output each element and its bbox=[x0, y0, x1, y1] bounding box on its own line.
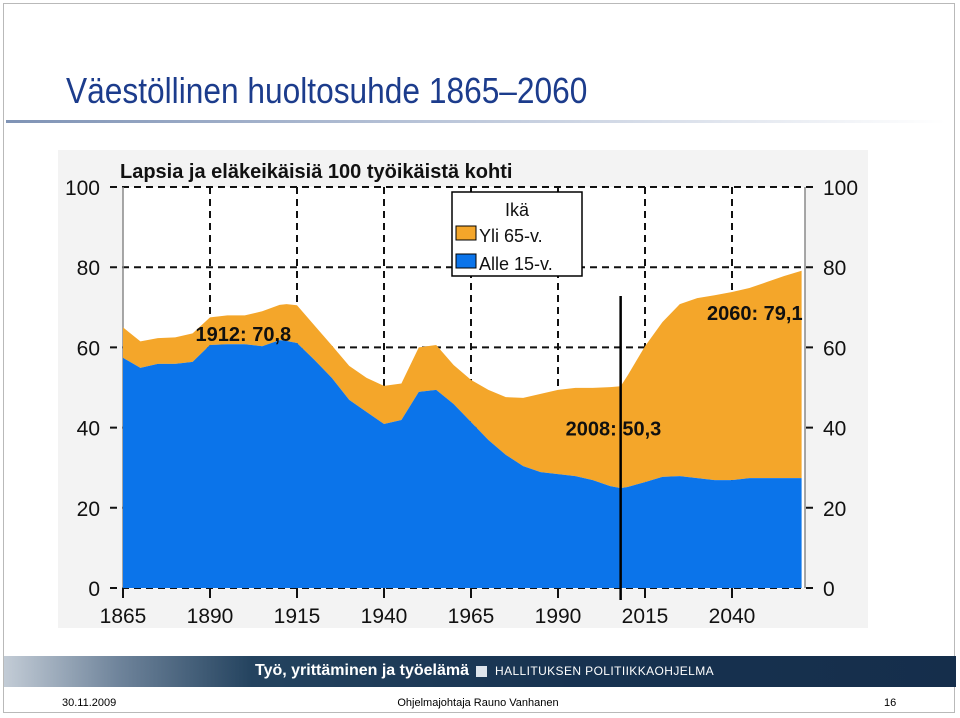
legend-title: Ikä bbox=[505, 200, 530, 220]
y-tick-label-right: 40 bbox=[823, 418, 846, 441]
legend-swatch-over-65 bbox=[455, 225, 477, 241]
x-tick-label: 1990 bbox=[535, 605, 582, 628]
x-tick-label: 2040 bbox=[709, 605, 756, 628]
area-under-15 bbox=[123, 340, 802, 588]
footer-bar: Työ, yrittäminen ja työelämä HALLITUKSEN… bbox=[4, 656, 956, 687]
x-tick-label: 1940 bbox=[361, 605, 408, 628]
y-tick-label-left: 0 bbox=[88, 578, 100, 601]
x-tick-label: 1890 bbox=[187, 605, 234, 628]
legend-swatch-under-15 bbox=[455, 253, 477, 269]
x-tick-label: 1915 bbox=[274, 605, 321, 628]
title-underline bbox=[6, 120, 946, 123]
legend-label-under-15: Alle 15-v. bbox=[479, 254, 553, 274]
footer-government-program: HALLITUKSEN POLITIIKKAOHJELMA bbox=[495, 664, 714, 678]
x-tick-label: 1865 bbox=[100, 605, 147, 628]
y-tick-label-left: 80 bbox=[77, 257, 100, 280]
annotation-label: 1912: 70,8 bbox=[196, 324, 292, 346]
y-tick-label-left: 100 bbox=[65, 177, 100, 200]
footer-separator-square bbox=[476, 666, 487, 677]
y-tick-label-left: 20 bbox=[77, 498, 100, 521]
slide-title: Väestöllinen huoltosuhde 1865–2060 bbox=[66, 70, 588, 111]
y-tick-label-right: 20 bbox=[823, 498, 846, 521]
annotation-label: 2008: 50,3 bbox=[566, 418, 662, 440]
area-over-65 bbox=[123, 270, 802, 489]
annotation-label: 2060: 79,1 bbox=[707, 303, 803, 325]
legend-label-over-65: Yli 65-v. bbox=[479, 226, 543, 246]
y-tick-label-right: 60 bbox=[823, 337, 846, 360]
slide-author: Ohjelmajohtaja Rauno Vanhanen bbox=[397, 697, 559, 709]
x-tick-label: 1965 bbox=[448, 605, 495, 628]
y-tick-label-right: 100 bbox=[823, 177, 858, 200]
x-tick-label: 2015 bbox=[622, 605, 669, 628]
y-tick-label-left: 40 bbox=[77, 418, 100, 441]
footer-program-name: Työ, yrittäminen ja työelämä bbox=[255, 662, 469, 679]
y-tick-label-left: 60 bbox=[77, 337, 100, 360]
y-tick-label-right: 80 bbox=[823, 257, 846, 280]
slide-frame bbox=[3, 3, 955, 713]
y-tick-label-right: 0 bbox=[823, 578, 835, 601]
chart-title: Lapsia ja eläkeikäisiä 100 työikäistä ko… bbox=[120, 161, 512, 183]
slide-date: 30.11.2009 bbox=[62, 697, 117, 709]
slide-page-number: 16 bbox=[884, 697, 897, 709]
